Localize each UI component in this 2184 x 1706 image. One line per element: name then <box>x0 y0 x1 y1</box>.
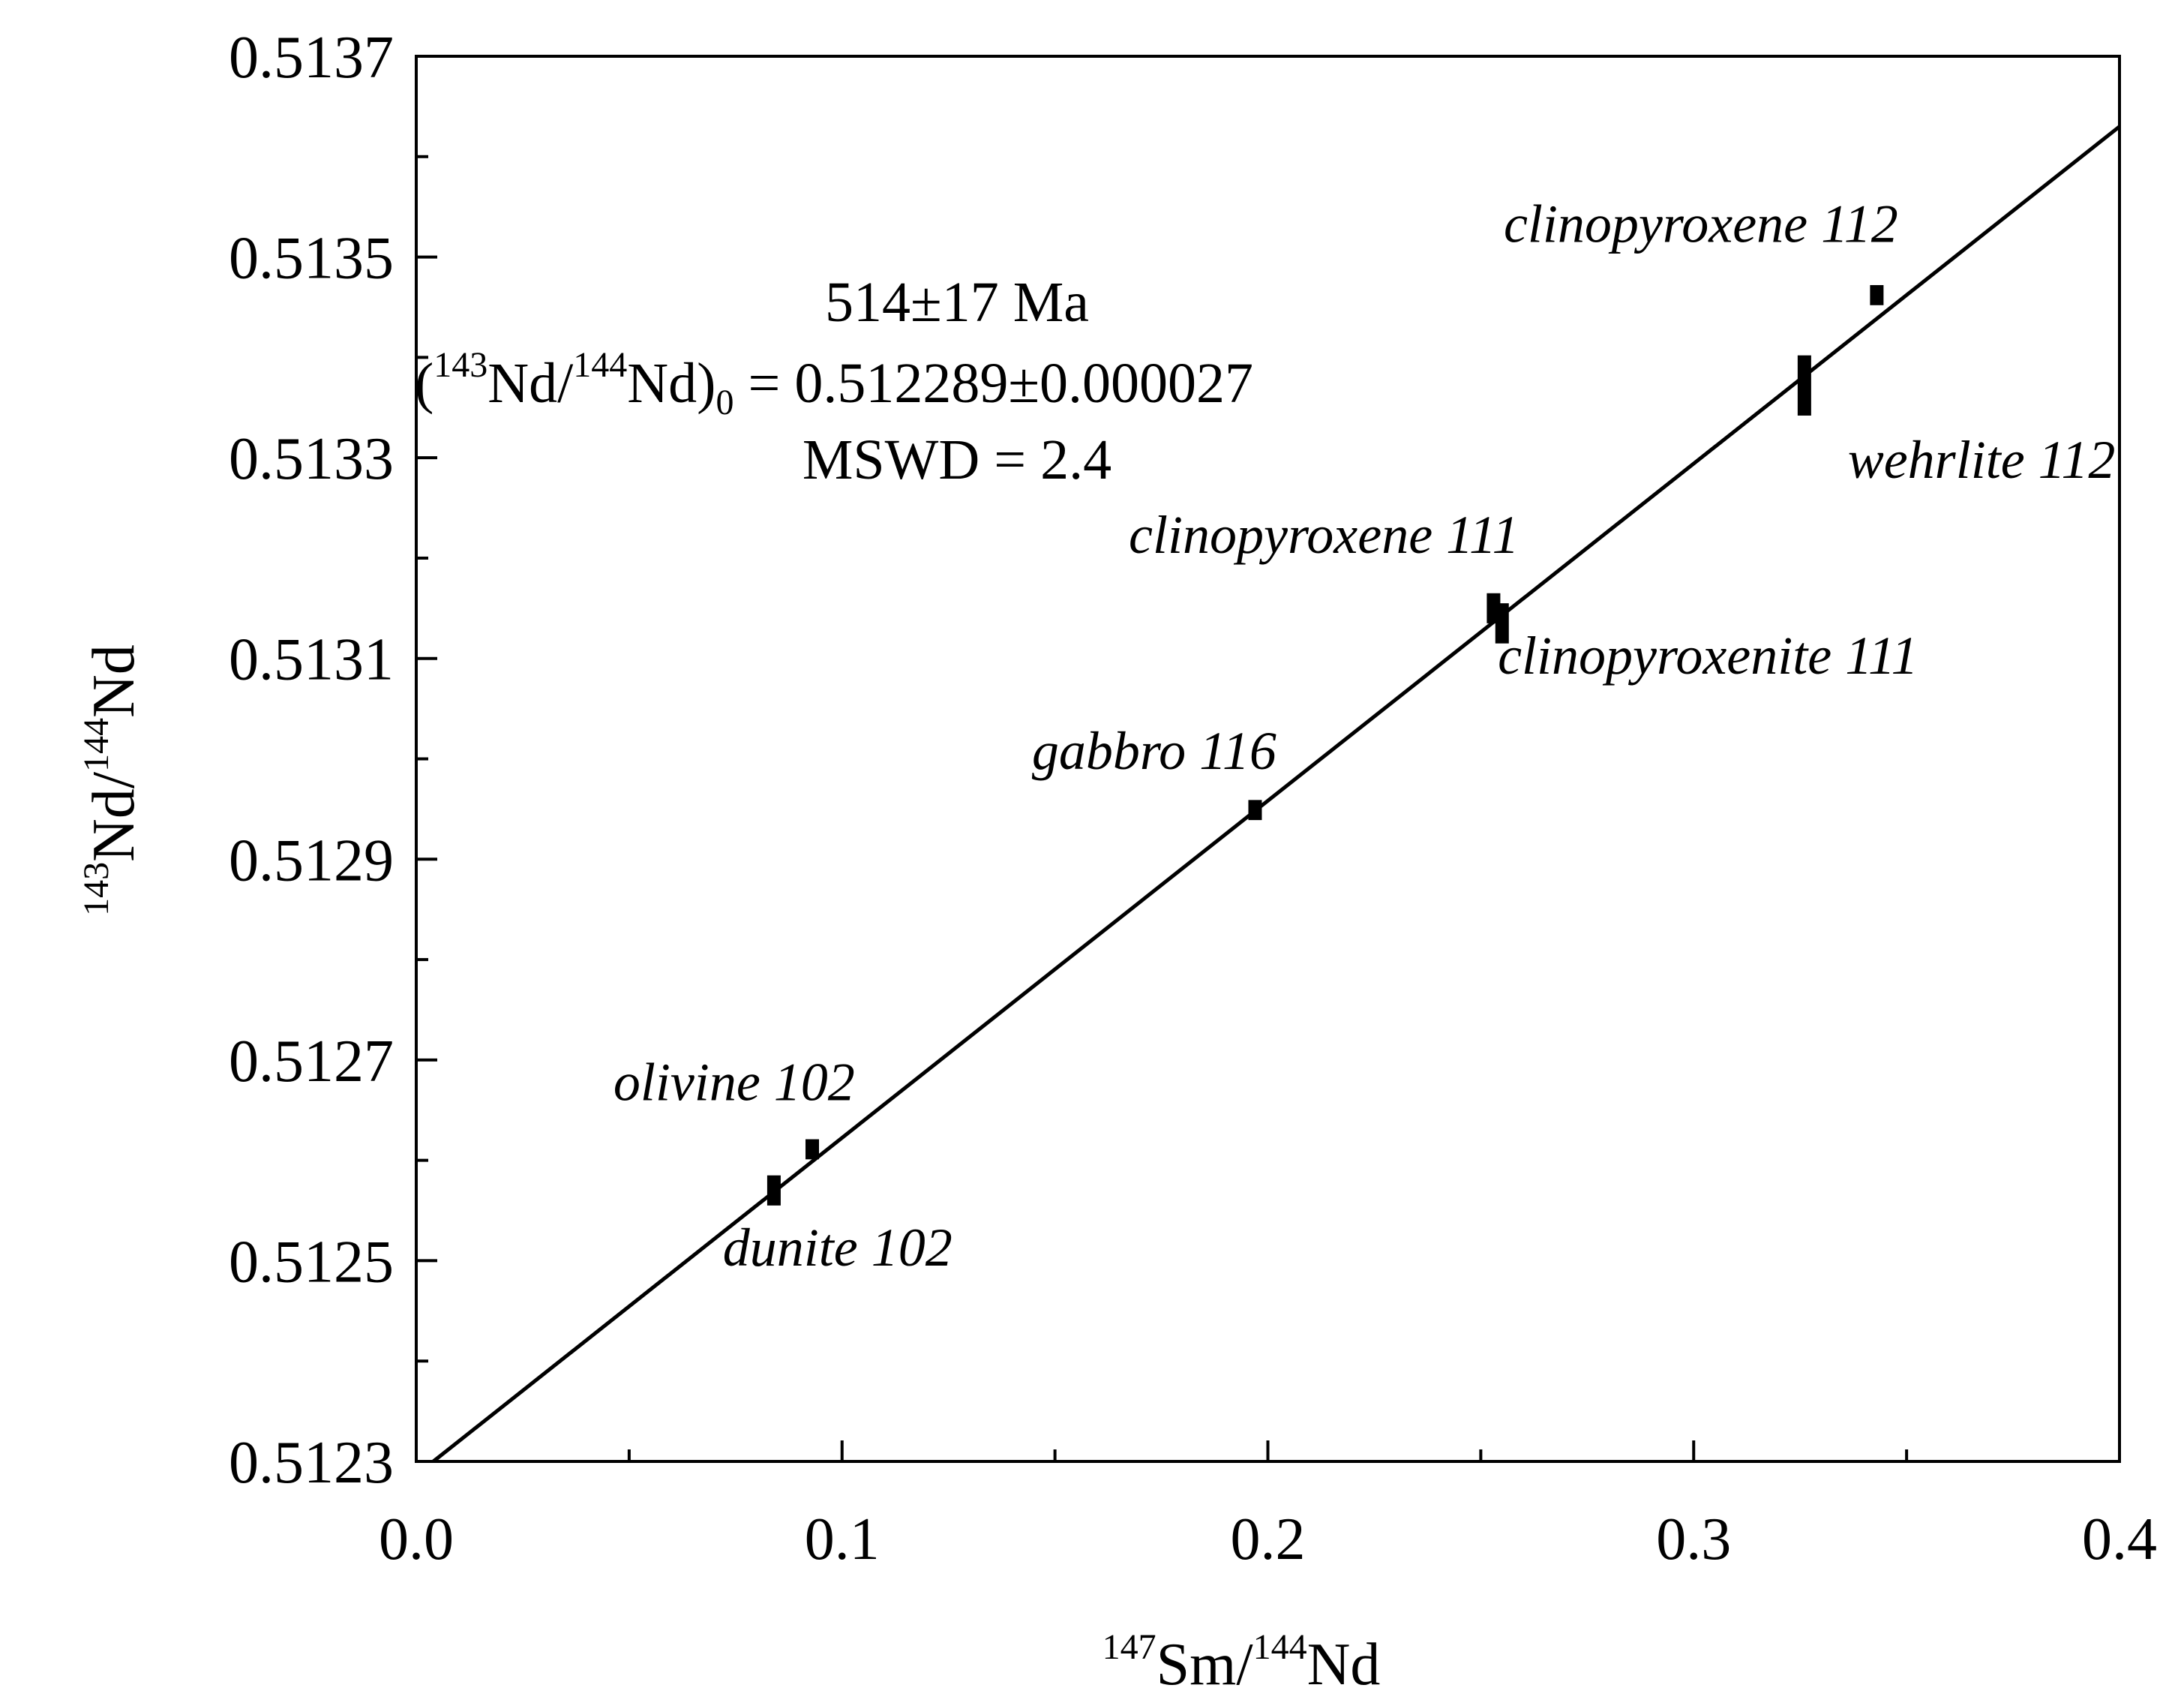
y-tick-label: 0.5129 <box>229 827 394 894</box>
data-point-wehrlite-112 <box>1797 355 1811 416</box>
data-point-olivine-102 <box>806 1139 820 1160</box>
x-tick-label: 0.0 <box>379 1506 454 1572</box>
y-tick-label: 0.5131 <box>229 627 394 693</box>
x-tick-label: 0.1 <box>805 1506 880 1572</box>
point-label-clinopyroxene-111: clinopyroxene 111 <box>1129 505 1519 565</box>
point-label-clinopyroxene-112: clinopyroxene 112 <box>1504 194 1898 254</box>
point-label-olivine-102: olivine 102 <box>614 1052 855 1112</box>
age-annotation: 514±17 Ma <box>825 271 1089 334</box>
y-tick-label: 0.5123 <box>229 1430 394 1496</box>
isochron-line <box>432 125 2121 1463</box>
axes: 0.0 0.1 0.2 0.3 0.4 0.5123 0.5125 0.5127 0.5129 0… <box>229 25 2157 1572</box>
y-axis-title: 143Nd/144Nd <box>76 644 147 916</box>
y-tick-label: 0.5133 <box>229 426 394 492</box>
x-tick-label: 0.3 <box>1656 1506 1731 1572</box>
x-tick-label: 0.2 <box>1231 1506 1306 1572</box>
plot-area: dunite 102 olivine 102 gabbro 116 clinopyro… <box>432 125 2121 1463</box>
data-point-clinopyroxene-112 <box>1870 285 1884 305</box>
data-point-gabbro-116 <box>1248 800 1262 821</box>
x-tick-label: 0.4 <box>2082 1506 2157 1572</box>
point-label-gabbro-116: gabbro 116 <box>1032 721 1276 781</box>
point-label-dunite-102: dunite 102 <box>723 1218 952 1278</box>
initial-ratio-annotation: (143Nd/144Nd)0 = 0.512289±0.000027 <box>415 345 1253 422</box>
point-label-clinopyroxenite-111: clinopyroxenite 111 <box>1498 626 1918 686</box>
x-axis-title: 147Sm/144Nd <box>1102 1627 1381 1698</box>
mswd-annotation: MSWD = 2.4 <box>802 428 1112 491</box>
y-tick-label: 0.5135 <box>229 226 394 292</box>
y-tick-label: 0.5127 <box>229 1029 394 1095</box>
point-label-wehrlite-112: wehrlite 112 <box>1848 430 2116 490</box>
y-tick-label: 0.5125 <box>229 1229 394 1295</box>
data-point-dunite-102 <box>766 1175 781 1206</box>
data-point-clinopyroxenite-111 <box>1495 603 1509 644</box>
y-tick-label: 0.5137 <box>229 25 394 91</box>
